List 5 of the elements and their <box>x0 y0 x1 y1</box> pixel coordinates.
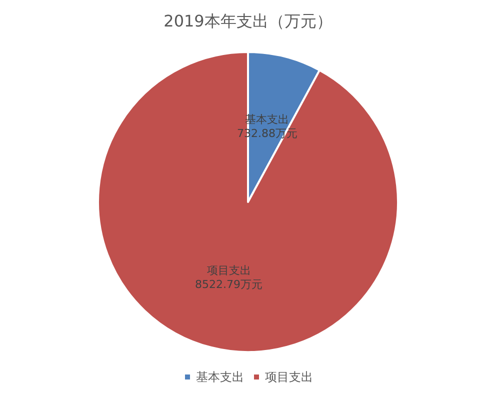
legend-label: 项目支出 <box>265 370 313 384</box>
slice-label: 项目支出 <box>206 264 251 278</box>
chart-title: 2019本年支出（万元） <box>164 12 332 30</box>
data-label: 8522.79万元 <box>195 278 263 292</box>
legend-label: 基本支出 <box>196 370 244 384</box>
